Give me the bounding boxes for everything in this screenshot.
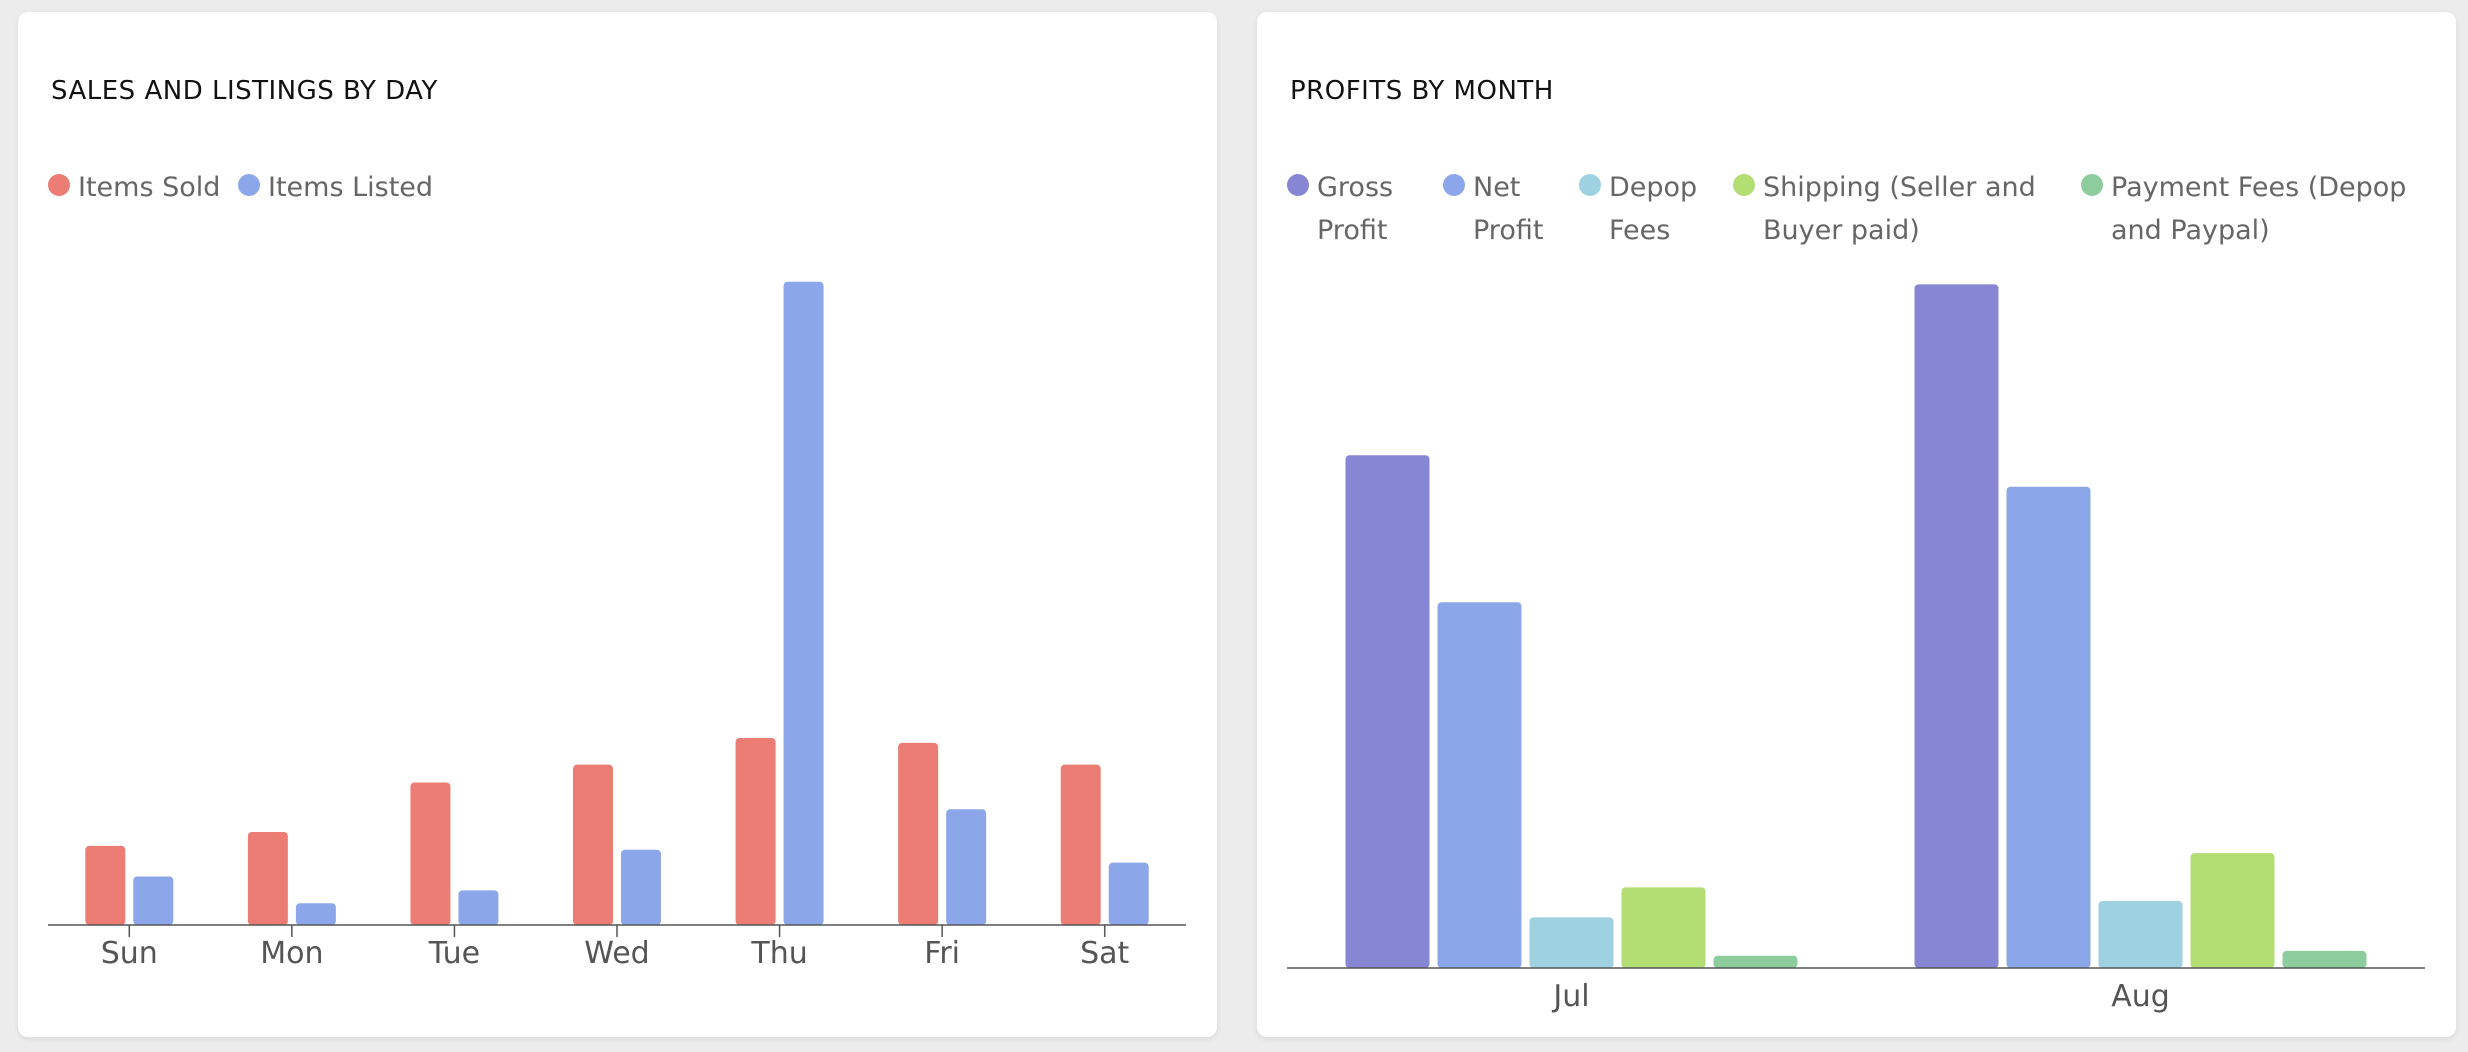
profits-card: PROFITS BY MONTH Gross Profit Net Profit D… xyxy=(1257,12,2456,1037)
bar-items-sold-mon[interactable] xyxy=(247,831,288,925)
legend-swatch xyxy=(238,174,260,196)
legend-label: Depop Fees xyxy=(1609,172,1698,246)
legend-swatch xyxy=(48,174,70,196)
legend-swatch xyxy=(1443,174,1465,196)
legend-label: Items Listed xyxy=(268,172,434,203)
bar-items-sold-tue[interactable] xyxy=(410,782,451,925)
bar-items-listed-sat[interactable] xyxy=(1108,862,1149,925)
sales-listings-chart: Sun Mon Tue Wed Thu Fri Sat xyxy=(48,281,1186,971)
x-tick-label: Jul xyxy=(1551,979,1589,1014)
bar-items-listed-thu[interactable] xyxy=(783,281,824,925)
chart-title: PROFITS BY MONTH xyxy=(1290,76,1554,106)
x-tick-label: Mon xyxy=(260,936,323,971)
legend-swatch xyxy=(2081,174,2103,196)
bar-gross-profit-aug[interactable] xyxy=(1914,284,1999,968)
chart-title: SALES AND LISTINGS BY DAY xyxy=(51,76,438,106)
bar-items-listed-fri[interactable] xyxy=(946,809,987,925)
legend-swatch xyxy=(1733,174,1755,196)
x-tick-label: Sun xyxy=(101,936,158,971)
x-tick-label: Sat xyxy=(1080,936,1129,971)
legend-label: Shipping (Seller and Buyer paid) xyxy=(1763,172,2036,246)
bar-depop-fees-aug[interactable] xyxy=(2098,901,2183,968)
legend-label: Items Sold xyxy=(78,172,221,203)
bar-items-sold-thu[interactable] xyxy=(735,737,776,925)
bar-depop-fees-jul[interactable] xyxy=(1529,917,1614,968)
legend-swatch xyxy=(1287,174,1309,196)
bar-net-profit-jul[interactable] xyxy=(1437,602,1522,968)
bar-items-listed-sun[interactable] xyxy=(133,876,174,925)
bar-items-sold-wed[interactable] xyxy=(573,764,613,925)
x-tick-label: Wed xyxy=(584,936,649,971)
x-tick-label: Thu xyxy=(750,936,807,971)
bar-items-listed-wed[interactable] xyxy=(621,849,661,925)
bar-net-profit-aug[interactable] xyxy=(2006,486,2091,968)
bar-shipping-seller-and-buyer-paid-jul[interactable] xyxy=(1621,887,1706,968)
legend-label: Gross Profit xyxy=(1317,172,1394,246)
bar-items-sold-sun[interactable] xyxy=(85,845,126,925)
x-tick-label: Fri xyxy=(924,936,960,971)
x-tick-label: Tue xyxy=(428,936,480,971)
bar-payment-fees-depop-and-paypal-aug[interactable] xyxy=(2282,950,2367,968)
sales-listings-card: SALES AND LISTINGS BY DAY Items Sold Item… xyxy=(18,12,1217,1037)
legend-swatch xyxy=(1579,174,1601,196)
bar-gross-profit-jul[interactable] xyxy=(1345,455,1430,968)
bar-items-listed-mon[interactable] xyxy=(295,903,336,925)
bar-payment-fees-depop-and-paypal-jul[interactable] xyxy=(1713,955,1798,968)
bar-items-listed-tue[interactable] xyxy=(458,890,499,925)
bar-shipping-seller-and-buyer-paid-aug[interactable] xyxy=(2190,853,2275,968)
x-tick-label: Aug xyxy=(2111,979,2170,1014)
bar-items-sold-sat[interactable] xyxy=(1060,764,1101,925)
bar-items-sold-fri[interactable] xyxy=(898,742,939,925)
legend-label: Payment Fees (Depop and Paypal) xyxy=(2111,172,2407,246)
profits-chart: Jul Aug xyxy=(1287,284,2425,1014)
legend-label: Net Profit xyxy=(1473,172,1544,246)
